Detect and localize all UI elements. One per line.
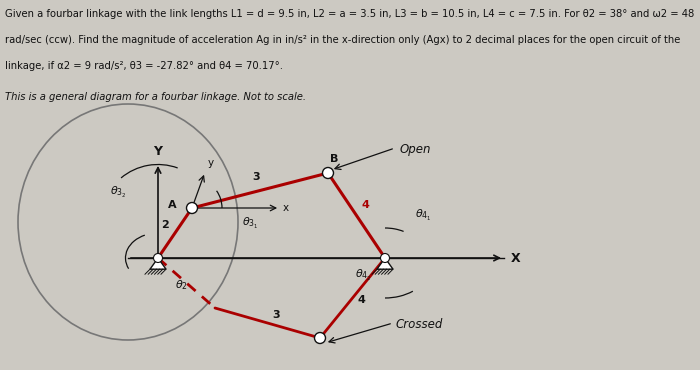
Text: Y: Y (153, 145, 162, 158)
Text: Crossed: Crossed (395, 318, 442, 331)
Text: $\theta_{3_2}$: $\theta_{3_2}$ (110, 185, 127, 200)
Text: 4: 4 (358, 295, 365, 305)
Polygon shape (377, 258, 393, 269)
Circle shape (314, 333, 326, 343)
Text: X: X (511, 252, 521, 265)
Text: linkage, if α2 = 9 rad/s², θ3 = -27.82° and θ4 = 70.17°.: linkage, if α2 = 9 rad/s², θ3 = -27.82° … (5, 61, 283, 71)
Text: $\theta_{4_2}$: $\theta_{4_2}$ (355, 268, 372, 283)
Text: x: x (283, 203, 289, 213)
Circle shape (153, 253, 162, 262)
Text: rad/sec (ccw). Find the magnitude of acceleration Ag in in/s² in the x-direction: rad/sec (ccw). Find the magnitude of acc… (5, 35, 680, 45)
Text: 4: 4 (361, 199, 370, 209)
Text: 3: 3 (252, 172, 260, 182)
Text: 3: 3 (272, 310, 280, 320)
Polygon shape (150, 258, 166, 269)
Text: This is a general diagram for a fourbar linkage. Not to scale.: This is a general diagram for a fourbar … (5, 92, 306, 102)
Text: y: y (208, 158, 214, 168)
Circle shape (381, 253, 389, 262)
Text: Open: Open (400, 143, 431, 156)
Text: 2: 2 (161, 220, 169, 230)
Text: A: A (168, 200, 176, 210)
Circle shape (186, 202, 197, 213)
Text: Given a fourbar linkage with the link lengths L1 = d = 9.5 in, L2 = a = 3.5 in, : Given a fourbar linkage with the link le… (5, 9, 694, 19)
Text: $\theta_{3_1}$: $\theta_{3_1}$ (242, 216, 259, 231)
Text: $\theta_{4_1}$: $\theta_{4_1}$ (415, 208, 432, 223)
Circle shape (323, 168, 333, 178)
Text: B: B (330, 154, 338, 164)
Text: $\theta_2$: $\theta_2$ (175, 278, 188, 292)
